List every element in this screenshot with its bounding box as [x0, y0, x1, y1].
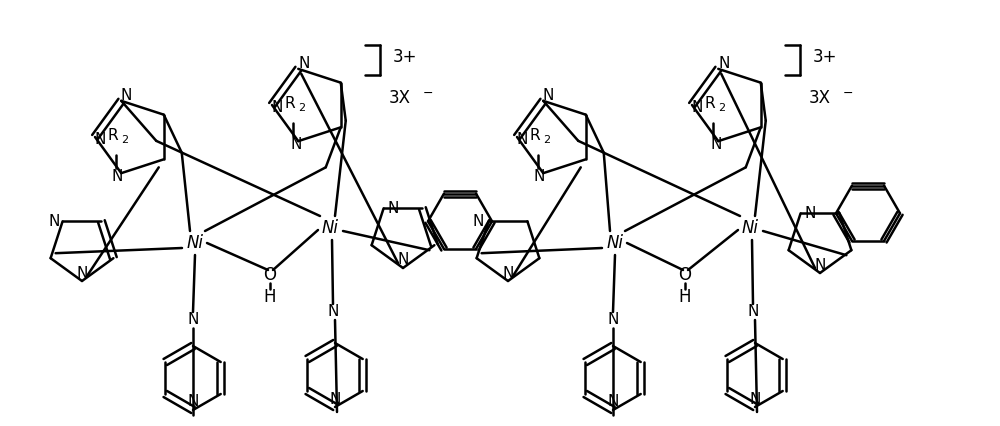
- Text: 3X: 3X: [389, 89, 411, 107]
- Text: N: N: [76, 265, 88, 280]
- Text: H: H: [679, 288, 691, 306]
- Text: 2: 2: [543, 135, 550, 145]
- Text: R: R: [108, 128, 119, 143]
- Text: N: N: [112, 169, 123, 184]
- Text: N: N: [805, 206, 816, 221]
- Text: N: N: [271, 101, 283, 115]
- Text: N: N: [329, 391, 341, 406]
- Text: Ni: Ni: [186, 234, 204, 252]
- Text: R: R: [285, 96, 296, 111]
- Text: N: N: [187, 313, 199, 328]
- Text: N: N: [749, 391, 761, 406]
- Text: N: N: [711, 137, 722, 152]
- Text: N: N: [299, 56, 310, 72]
- Text: 2: 2: [121, 135, 128, 145]
- Text: −: −: [843, 86, 853, 100]
- Text: N: N: [691, 101, 703, 115]
- Text: N: N: [473, 214, 484, 229]
- Text: O: O: [678, 266, 692, 284]
- Text: N: N: [747, 305, 759, 320]
- Text: N: N: [388, 201, 399, 216]
- Text: Ni: Ni: [322, 219, 338, 237]
- Text: H: H: [264, 288, 276, 306]
- Text: R: R: [530, 128, 541, 143]
- Text: 3X: 3X: [809, 89, 831, 107]
- Text: N: N: [719, 56, 730, 72]
- Text: N: N: [502, 265, 514, 280]
- Text: N: N: [607, 313, 619, 328]
- Text: Ni: Ni: [742, 219, 759, 237]
- Text: N: N: [94, 132, 106, 147]
- Text: N: N: [397, 253, 409, 268]
- Text: Ni: Ni: [606, 234, 624, 252]
- Text: O: O: [264, 266, 276, 284]
- Text: N: N: [121, 88, 132, 104]
- Text: N: N: [291, 137, 302, 152]
- Text: N: N: [516, 132, 528, 147]
- Text: N: N: [187, 394, 199, 409]
- Text: N: N: [814, 257, 826, 273]
- Text: 2: 2: [718, 103, 725, 113]
- Text: N: N: [327, 305, 339, 320]
- Text: 3+: 3+: [393, 48, 417, 66]
- Text: 3+: 3+: [813, 48, 837, 66]
- Text: N: N: [543, 88, 554, 104]
- Text: N: N: [534, 169, 545, 184]
- Text: R: R: [705, 96, 716, 111]
- Text: −: −: [423, 86, 433, 100]
- Text: N: N: [49, 214, 60, 229]
- Text: 2: 2: [298, 103, 305, 113]
- Text: N: N: [607, 394, 619, 409]
